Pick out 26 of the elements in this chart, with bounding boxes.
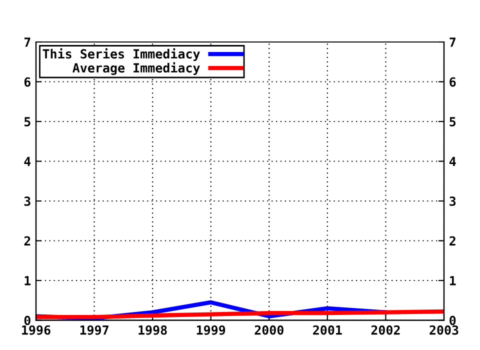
- y-tick-label: 2: [24, 236, 30, 246]
- y-tick-label: 3: [24, 196, 30, 206]
- x-tick-label: 1999: [196, 325, 226, 335]
- y2-tick-label: 0: [450, 316, 456, 326]
- y-tick-label: 6: [24, 77, 30, 87]
- y2-tick-label: 1: [450, 276, 456, 286]
- y-tick-label: 1: [24, 276, 31, 286]
- y2-tick-label: 3: [450, 196, 456, 206]
- x-tick-label: 2003: [430, 325, 458, 335]
- x-tick-label: 2002: [371, 325, 400, 335]
- x-tick-label: 1997: [80, 325, 108, 335]
- y-tick-label: 0: [24, 316, 30, 326]
- legend-label: Average Immediacy: [72, 62, 200, 75]
- y2-tick-label: 2: [450, 236, 456, 246]
- y-tick-label: 7: [24, 38, 30, 47]
- legend-label: This Series Immediacy: [42, 48, 200, 61]
- y2-tick-label: 4: [449, 156, 456, 166]
- y2-tick-label: 7: [450, 38, 456, 47]
- y-tick-label: 5: [24, 117, 30, 126]
- x-tick-label: 2000: [254, 325, 284, 335]
- y-tick-label: 4: [24, 156, 31, 166]
- x-tick-label: 1998: [138, 325, 167, 335]
- y2-tick-label: 6: [450, 77, 456, 87]
- x-tick-label: 1996: [22, 325, 50, 335]
- y2-tick-label: 5: [450, 117, 456, 126]
- x-tick-label: 2001: [313, 325, 342, 335]
